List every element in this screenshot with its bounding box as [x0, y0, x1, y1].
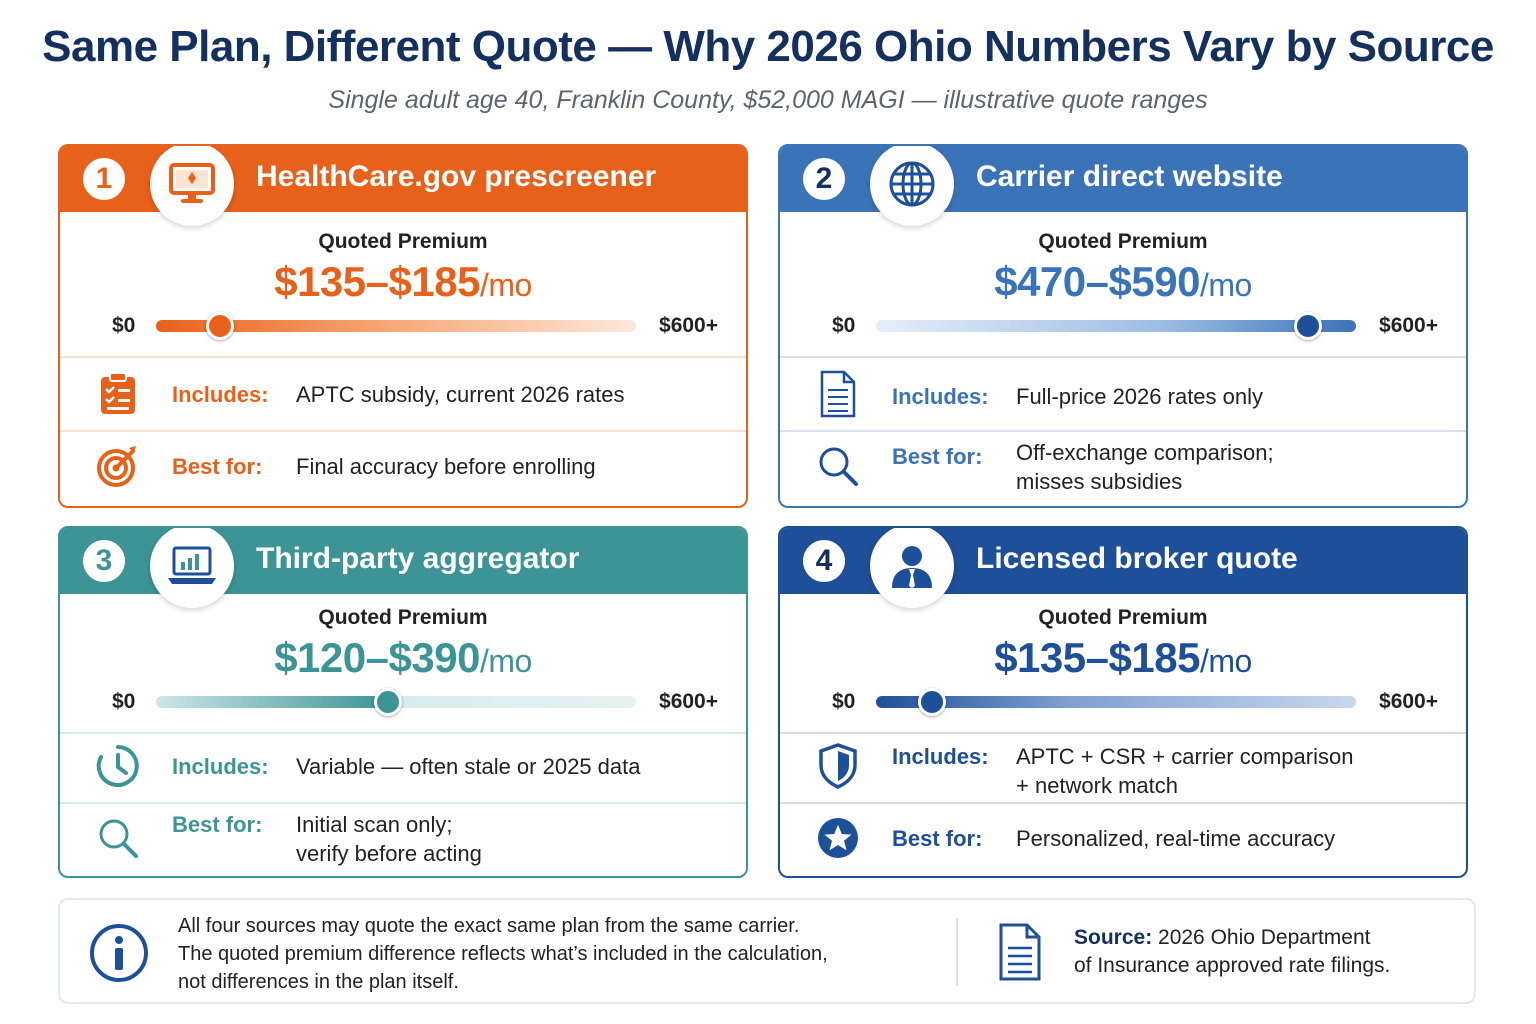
quoted-premium-label: Quoted Premium — [1038, 230, 1208, 253]
divider — [780, 802, 1466, 804]
price-unit: /mo — [1199, 643, 1252, 679]
scale-min-label: $0 — [112, 690, 136, 713]
person-icon — [870, 528, 954, 608]
includes-label: Includes: — [892, 744, 989, 769]
divider — [60, 732, 746, 734]
price-range: $135–$185 — [274, 258, 480, 305]
card-licensed-broker: 4 Licensed broker quote Quoted Premium $… — [778, 526, 1468, 878]
premium-range-knob — [918, 688, 946, 716]
price-unit: /mo — [479, 267, 532, 303]
card-number: 1 — [80, 155, 128, 203]
premium-range-track — [876, 696, 1356, 708]
scale-max-label: $600+ — [1379, 690, 1438, 713]
best-for-value: Personalized, real-time accuracy — [1016, 826, 1336, 851]
source-citation: Source: 2026 Ohio Department of Insuranc… — [1074, 924, 1390, 980]
quoted-premium-value: $120–$390/mo — [60, 634, 746, 682]
divider — [60, 802, 746, 804]
clipboard-checklist-icon — [96, 372, 140, 416]
quoted-premium-value: $135–$185/mo — [60, 258, 746, 306]
globe-icon — [870, 146, 954, 226]
footer-divider — [956, 918, 958, 986]
shield-icon — [816, 743, 860, 789]
card-number: 2 — [800, 155, 848, 203]
document-icon — [816, 370, 860, 418]
includes-value: Full-price 2026 rates only — [1016, 384, 1264, 409]
price-unit: /mo — [479, 643, 532, 679]
divider — [780, 356, 1466, 358]
premium-range-knob — [206, 312, 234, 340]
card-title: Third-party aggregator — [256, 542, 580, 575]
scale-max-label: $600+ — [659, 690, 718, 713]
divider — [60, 356, 746, 358]
price-unit: /mo — [1199, 267, 1252, 303]
quoted-premium-label: Quoted Premium — [1038, 606, 1208, 629]
best-for-value: Final accuracy before enrolling — [296, 454, 596, 479]
best-for-label: Best for: — [172, 454, 263, 479]
scale-max-label: $600+ — [1379, 314, 1438, 337]
document-icon — [998, 922, 1042, 982]
price-range: $120–$390 — [274, 634, 480, 681]
premium-range-track — [876, 320, 1356, 332]
price-range: $470–$590 — [994, 258, 1200, 305]
page-subtitle: Single adult age 40, Franklin County, $5… — [328, 86, 1208, 114]
search-icon — [96, 816, 140, 860]
includes-value: APTC + CSR + carrier comparison + networ… — [1016, 744, 1354, 798]
best-for-label: Best for: — [892, 444, 983, 469]
card-title: Carrier direct website — [976, 160, 1283, 193]
scale-min-label: $0 — [112, 314, 136, 337]
star-badge-icon — [816, 816, 860, 860]
price-range: $135–$185 — [994, 634, 1200, 681]
card-number: 3 — [80, 537, 128, 585]
quoted-premium-value: $470–$590/mo — [780, 258, 1466, 306]
card-number: 4 — [800, 537, 848, 585]
divider — [60, 430, 746, 432]
monitor-icon — [150, 146, 234, 226]
premium-range-knob — [1294, 312, 1322, 340]
clock-icon — [96, 744, 140, 788]
premium-range-knob — [374, 688, 402, 716]
card-healthcare-gov: 1 HealthCare.gov prescreener Quoted Prem… — [58, 144, 748, 508]
footer-note: All four sources may quote the exact sam… — [178, 915, 828, 993]
page-title: Same Plan, Different Quote — Why 2026 Oh… — [42, 22, 1494, 71]
includes-value: Variable — often stale or 2025 data — [296, 754, 641, 779]
best-for-label: Best for: — [172, 812, 263, 837]
card-title: HealthCare.gov prescreener — [256, 160, 657, 193]
premium-range-track — [156, 320, 636, 332]
best-for-label: Best for: — [892, 826, 983, 851]
includes-label: Includes: — [172, 754, 269, 779]
search-icon — [816, 444, 860, 488]
scale-min-label: $0 — [832, 314, 856, 337]
info-icon — [88, 922, 150, 984]
quoted-premium-label: Quoted Premium — [318, 606, 488, 629]
card-aggregator: 3 Third-party aggregator Quoted Premium … — [58, 526, 748, 878]
card-title: Licensed broker quote — [976, 542, 1298, 575]
scale-max-label: $600+ — [659, 314, 718, 337]
best-for-value: Initial scan only; verify before acting — [296, 812, 482, 866]
source-text: 2026 Ohio Department of Insurance approv… — [1074, 926, 1391, 977]
footer-note-panel: All four sources may quote the exact sam… — [58, 898, 1476, 1004]
laptop-chart-icon — [150, 528, 234, 608]
includes-label: Includes: — [172, 382, 269, 407]
target-icon — [96, 444, 140, 488]
card-carrier-direct: 2 Carrier direct website Quoted Premium … — [778, 144, 1468, 508]
scale-min-label: $0 — [832, 690, 856, 713]
quoted-premium-label: Quoted Premium — [318, 230, 488, 253]
best-for-value: Off-exchange comparison; misses subsidie… — [1016, 440, 1274, 494]
source-label: Source: — [1074, 926, 1153, 949]
quoted-premium-value: $135–$185/mo — [780, 634, 1466, 682]
divider — [780, 732, 1466, 734]
divider — [780, 430, 1466, 432]
includes-label: Includes: — [892, 384, 989, 409]
includes-value: APTC subsidy, current 2026 rates — [296, 382, 625, 407]
